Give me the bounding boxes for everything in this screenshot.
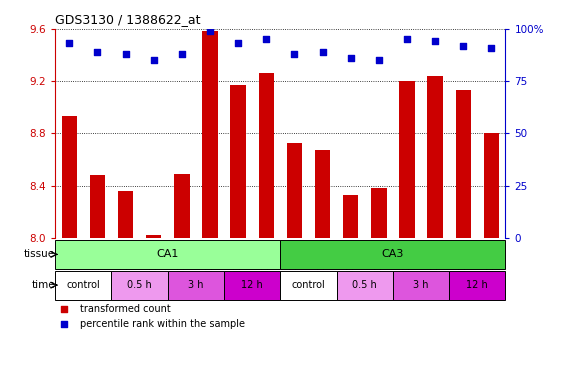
Text: 3 h: 3 h: [188, 280, 204, 290]
Bar: [456, 90, 471, 238]
Text: control: control: [66, 280, 100, 290]
Bar: [399, 81, 415, 238]
Bar: [280, 271, 336, 300]
Point: [64, 40, 74, 46]
Bar: [224, 271, 280, 300]
Point: [60, 306, 69, 312]
Text: 12 h: 12 h: [241, 280, 263, 290]
Text: 3 h: 3 h: [413, 280, 429, 290]
Point: [487, 45, 496, 51]
Bar: [483, 133, 499, 238]
Bar: [168, 271, 224, 300]
Bar: [428, 76, 443, 238]
Bar: [259, 73, 274, 238]
Text: 12 h: 12 h: [467, 280, 488, 290]
Bar: [336, 271, 393, 300]
Point: [374, 57, 383, 63]
Point: [458, 43, 468, 49]
Point: [318, 49, 327, 55]
Bar: [280, 240, 505, 269]
Point: [121, 51, 130, 57]
Bar: [371, 189, 386, 238]
Point: [93, 49, 102, 55]
Bar: [118, 191, 133, 238]
Point: [261, 36, 271, 42]
Bar: [231, 85, 246, 238]
Point: [431, 38, 440, 45]
Point: [205, 28, 214, 34]
Bar: [89, 175, 105, 238]
Point: [177, 51, 187, 57]
Point: [290, 51, 299, 57]
Bar: [112, 271, 168, 300]
Bar: [202, 31, 218, 238]
Bar: [174, 174, 189, 238]
Point: [346, 55, 356, 61]
Bar: [55, 240, 280, 269]
Bar: [55, 271, 112, 300]
Text: GDS3130 / 1388622_at: GDS3130 / 1388622_at: [55, 13, 200, 26]
Text: control: control: [292, 280, 325, 290]
Bar: [62, 116, 77, 238]
Bar: [393, 271, 449, 300]
Bar: [286, 142, 302, 238]
Text: tissue: tissue: [24, 249, 55, 260]
Bar: [146, 235, 162, 238]
Text: time: time: [31, 280, 55, 290]
Text: CA1: CA1: [156, 249, 179, 260]
Text: 0.5 h: 0.5 h: [353, 280, 377, 290]
Text: transformed count: transformed count: [80, 304, 171, 314]
Point: [60, 321, 69, 328]
Text: 0.5 h: 0.5 h: [127, 280, 152, 290]
Point: [149, 57, 159, 63]
Text: percentile rank within the sample: percentile rank within the sample: [80, 319, 245, 329]
Bar: [343, 195, 358, 238]
Bar: [315, 151, 330, 238]
Point: [402, 36, 411, 42]
Text: CA3: CA3: [382, 249, 404, 260]
Bar: [449, 271, 505, 300]
Point: [234, 40, 243, 46]
